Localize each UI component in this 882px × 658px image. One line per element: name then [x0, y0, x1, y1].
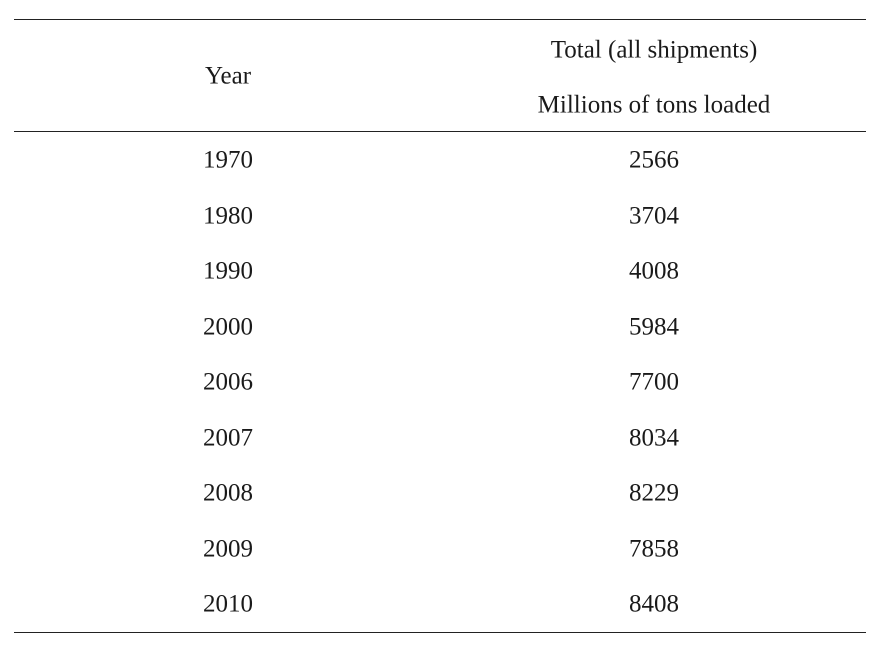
header-total: Total (all shipments) [550, 36, 758, 64]
table-cell-year: 2000 [203, 313, 253, 340]
table-cell-value: 5984 [629, 313, 679, 340]
table-cell-value: 8229 [629, 479, 679, 507]
table-cell-year: 2008 [203, 479, 253, 507]
table-cell-value: 4008 [629, 257, 679, 285]
table-cell-year: 1970 [203, 146, 253, 174]
table-cell-year: 2010 [203, 590, 253, 618]
header-units: Millions of tons loaded [537, 91, 771, 119]
table-cell-year: 1990 [203, 257, 253, 285]
table-cell-value: 8034 [629, 424, 679, 451]
table-cell-value: 3704 [629, 202, 679, 229]
table-bottom-rule [14, 632, 866, 633]
table-cell-value: 2566 [629, 146, 679, 174]
table-cell-year: 1980 [203, 202, 253, 229]
header-year: Year [204, 62, 252, 90]
table-header-rule [14, 131, 866, 132]
table-top-rule [14, 19, 866, 20]
table-cell-year: 2006 [203, 368, 253, 396]
table-cell-value: 7700 [629, 368, 679, 396]
table-cell-year: 2009 [203, 535, 253, 562]
table-cell-year: 2007 [203, 424, 253, 451]
table-cell-value: 8408 [629, 590, 679, 618]
table-cell-value: 7858 [629, 535, 679, 562]
